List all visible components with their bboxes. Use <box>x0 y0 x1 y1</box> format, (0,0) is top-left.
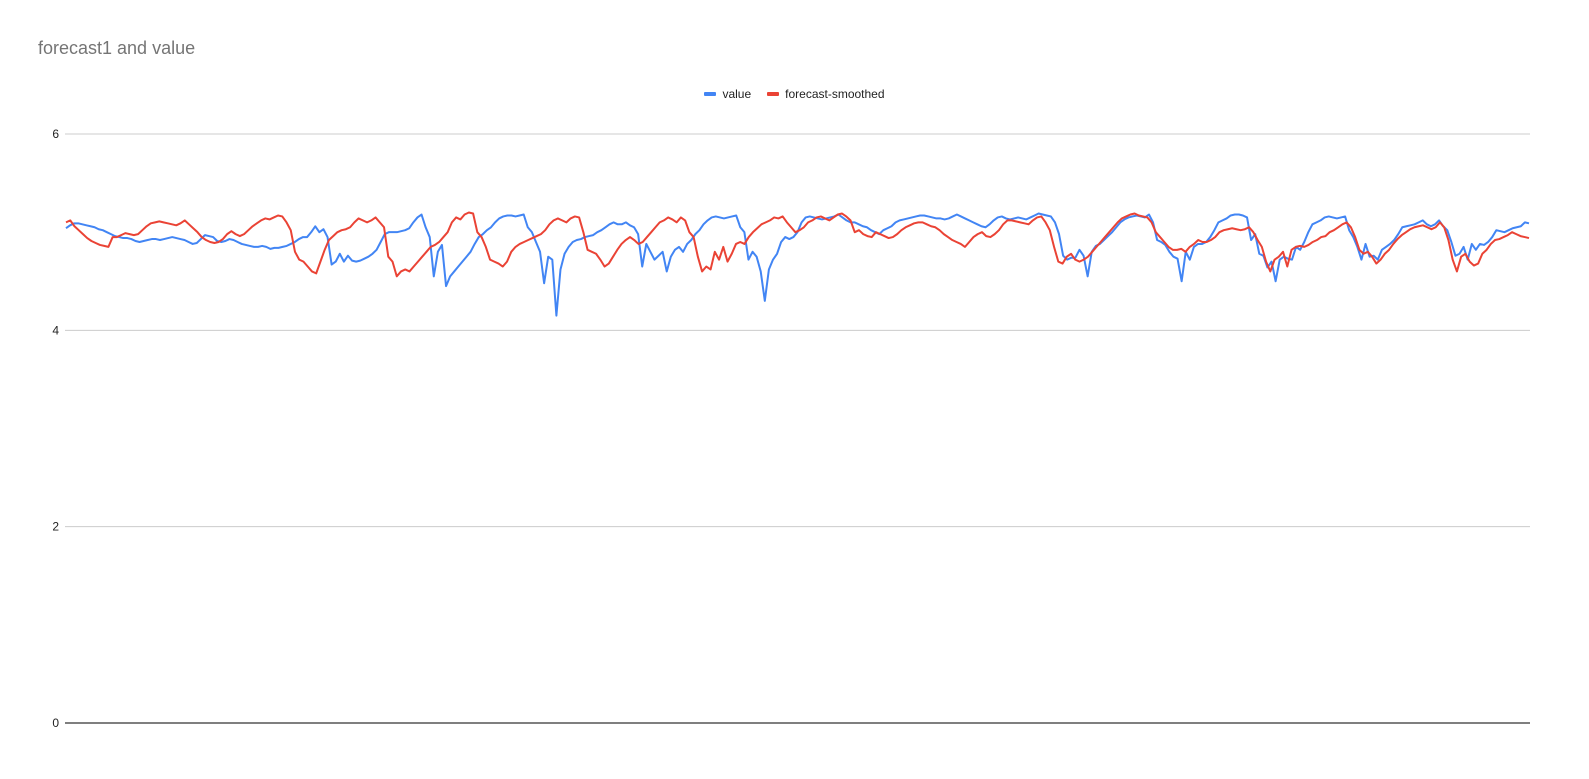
series-line-forecast-smoothed[interactable] <box>65 211 1530 278</box>
legend-item-value[interactable]: value <box>704 87 751 101</box>
y-tick-label: 2 <box>52 520 59 534</box>
legend-item-forecast-smoothed[interactable]: forecast-smoothed <box>767 87 885 101</box>
chart-title: forecast1 and value <box>38 38 196 58</box>
y-tick-label: 0 <box>52 716 59 730</box>
series-group <box>65 211 1530 317</box>
legend-swatch-forecast-smoothed <box>767 92 780 96</box>
legend-swatch-value <box>704 92 717 96</box>
legend-label-forecast-smoothed: forecast-smoothed <box>785 87 885 101</box>
legend-label-value: value <box>722 87 752 101</box>
y-tick-label: 6 <box>52 127 59 141</box>
y-axis: 0 2 4 6 <box>52 127 59 730</box>
legend: value forecast-smoothed <box>0 87 1589 101</box>
series-line-value[interactable] <box>65 212 1530 317</box>
gridlines <box>65 133 1530 528</box>
y-tick-label: 4 <box>52 323 59 337</box>
